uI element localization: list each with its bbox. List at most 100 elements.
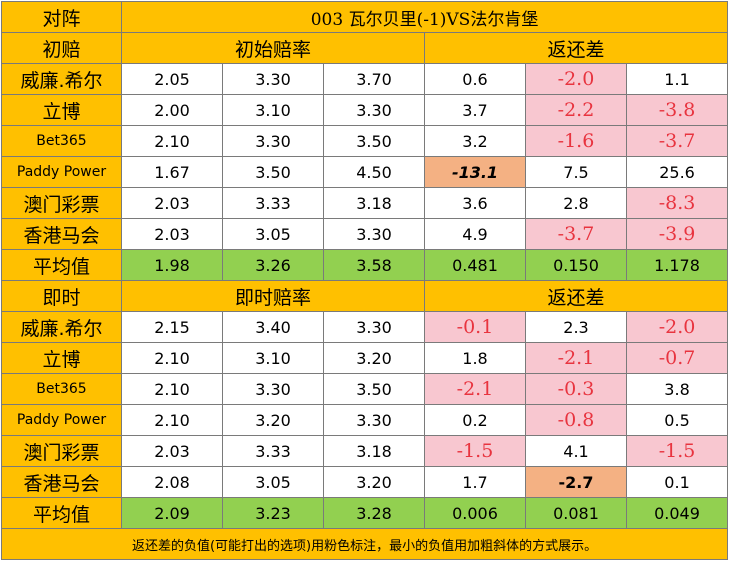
bookmaker-name: Paddy Power [1,404,122,436]
diff-loss: -3.8 [625,94,729,126]
odds-draw: 3.30 [222,373,324,405]
diff-win: 3.2 [424,125,526,157]
diff-draw: 2.3 [525,311,627,343]
average-label: 平均值 [1,497,122,529]
diff-draw: -2.2 [525,94,627,126]
avg-odds-loss: 3.58 [323,249,425,281]
table-row: 香港马会 2.03 3.05 3.30 4.9 -3.7 -3.9 [1,218,729,250]
live-odds-label: 即时赔率 [121,280,425,312]
table-row: 威廉.希尔 2.05 3.30 3.70 0.6 -2.0 1.1 [1,63,729,95]
bookmaker-name: 香港马会 [1,218,122,250]
bookmaker-name: Bet365 [1,373,122,405]
avg-diff-win: 0.006 [424,497,526,529]
footer-row: 返还差的负值(可能打出的选项)用粉色标注，最小的负值用加粗斜体的方式展示。 [0,528,729,560]
odds-draw: 3.30 [222,125,324,157]
avg-odds-win: 1.98 [121,249,223,281]
bookmaker-name: 威廉.希尔 [1,311,122,343]
diff-win: -1.5 [424,435,526,467]
average-row: 平均值 2.09 3.23 3.28 0.006 0.081 0.049 [1,497,729,529]
average-label: 平均值 [1,249,122,281]
odds-comparison-table: 对阵 003 瓦尔贝里(-1)VS法尔肯堡 初赔 初始赔率 返还差 威廉.希尔 … [0,1,729,560]
avg-diff-loss: 0.049 [625,497,729,529]
live-return-label: 返还差 [423,280,729,312]
odds-draw: 3.10 [222,342,324,374]
match-header-row: 对阵 003 瓦尔贝里(-1)VS法尔肯堡 [1,1,729,33]
diff-loss: 25.6 [625,156,729,188]
odds-loss: 3.18 [323,435,425,467]
avg-diff-loss: 1.178 [625,249,729,281]
initial-odds-label: 初始赔率 [121,32,425,64]
diff-win: 1.8 [424,342,526,374]
bookmaker-name: 立博 [1,342,122,374]
bookmaker-name: 立博 [1,94,122,126]
diff-loss: -0.7 [625,342,729,374]
diff-draw: -2.1 [525,342,627,374]
diff-loss: 1.1 [625,63,729,95]
table-row: 澳门彩票 2.03 3.33 3.18 3.6 2.8 -8.3 [1,187,729,219]
avg-odds-loss: 3.28 [323,497,425,529]
bookmaker-name: Bet365 [1,125,122,157]
odds-win: 2.08 [121,466,223,498]
avg-diff-draw: 0.081 [525,497,627,529]
odds-win: 2.03 [121,435,223,467]
odds-loss: 3.50 [323,373,425,405]
odds-draw: 3.30 [222,63,324,95]
diff-draw: -2.0 [525,63,627,95]
odds-draw: 3.20 [222,404,324,436]
odds-loss: 4.50 [323,156,425,188]
diff-win: 0.6 [424,63,526,95]
table-row: Bet365 2.10 3.30 3.50 3.2 -1.6 -3.7 [1,125,729,157]
odds-draw: 3.40 [222,311,324,343]
diff-draw: -0.3 [525,373,627,405]
diff-win: 3.6 [424,187,526,219]
initial-return-label: 返还差 [423,32,729,64]
diff-loss: -2.0 [625,311,729,343]
odds-loss: 3.18 [323,187,425,219]
odds-loss: 3.30 [323,94,425,126]
diff-win: 4.9 [424,218,526,250]
odds-win: 2.15 [121,311,223,343]
odds-loss: 3.30 [323,218,425,250]
odds-loss: 3.20 [323,342,425,374]
diff-loss: -3.9 [625,218,729,250]
table-row: Paddy Power 1.67 3.50 4.50 -13.1 7.5 25.… [1,156,729,188]
odds-loss: 3.50 [323,125,425,157]
odds-loss: 3.70 [323,63,425,95]
diff-win: -2.1 [424,373,526,405]
odds-loss: 3.30 [323,404,425,436]
diff-loss: -1.5 [625,435,729,467]
avg-odds-win: 2.09 [121,497,223,529]
diff-draw-min-negative: -2.7 [525,466,627,498]
odds-win: 2.10 [121,373,223,405]
table-row: Paddy Power 2.10 3.20 3.30 0.2 -0.8 0.5 [1,404,729,436]
diff-loss: 0.1 [625,466,729,498]
bookmaker-name: Paddy Power [1,156,122,188]
initial-section-header: 初赔 初始赔率 返还差 [1,32,729,64]
initial-section-label: 初赔 [1,32,122,64]
avg-diff-draw: 0.150 [525,249,627,281]
diff-draw: 7.5 [525,156,627,188]
table-row: 立博 2.10 3.10 3.20 1.8 -2.1 -0.7 [1,342,729,374]
odds-win: 2.10 [121,125,223,157]
table-row: Bet365 2.10 3.30 3.50 -2.1 -0.3 3.8 [1,373,729,405]
odds-draw: 3.05 [222,218,324,250]
odds-win: 1.67 [121,156,223,188]
table-row: 香港马会 2.08 3.05 3.20 1.7 -2.7 0.1 [1,466,729,498]
odds-win: 2.10 [121,404,223,436]
matchup-label: 对阵 [1,1,122,33]
live-section-label: 即时 [1,280,122,312]
diff-win: -0.1 [424,311,526,343]
odds-win: 2.05 [121,63,223,95]
table-row: 澳门彩票 2.03 3.33 3.18 -1.5 4.1 -1.5 [1,435,729,467]
footer-note: 返还差的负值(可能打出的选项)用粉色标注，最小的负值用加粗斜体的方式展示。 [0,528,729,560]
odds-draw: 3.50 [222,156,324,188]
diff-draw: -3.7 [525,218,627,250]
diff-loss: 3.8 [625,373,729,405]
diff-draw: 4.1 [525,435,627,467]
odds-draw: 3.05 [222,466,324,498]
odds-win: 2.03 [121,187,223,219]
odds-win: 2.00 [121,94,223,126]
odds-loss: 3.30 [323,311,425,343]
diff-win-min-negative: -13.1 [424,156,526,188]
avg-diff-win: 0.481 [424,249,526,281]
